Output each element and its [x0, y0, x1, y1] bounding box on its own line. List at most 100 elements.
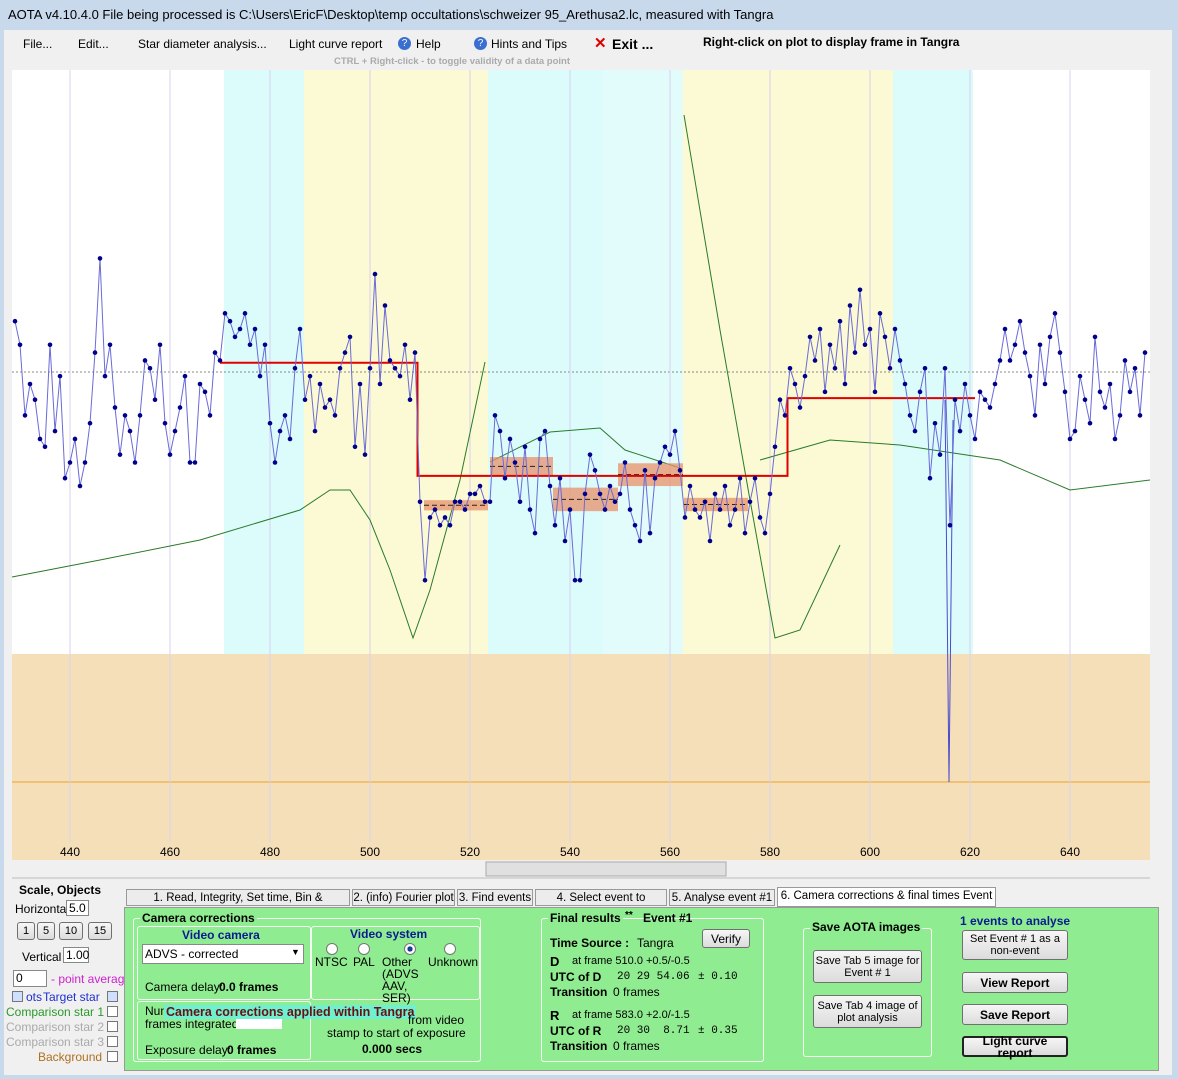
- menu-light-curve[interactable]: Light curve report: [289, 37, 383, 51]
- menu-edit[interactable]: Edit...: [78, 37, 109, 51]
- target-checkbox[interactable]: [107, 991, 118, 1002]
- final-title: Final results: [548, 911, 623, 925]
- comp1-checkbox[interactable]: [107, 1006, 118, 1017]
- data-point: [117, 452, 123, 457]
- data-point: [927, 475, 933, 481]
- data-point: [532, 530, 538, 536]
- non-event-button[interactable]: Set Event # 1 as a non-event: [962, 930, 1068, 960]
- vertical-input[interactable]: 1.00: [63, 947, 89, 963]
- data-point: [197, 381, 203, 387]
- data-point: [317, 381, 323, 387]
- tab[interactable]: 3. Find events: [457, 889, 533, 906]
- scale-button[interactable]: 15: [88, 922, 112, 940]
- camera-delay-value: 0.0 frames: [219, 980, 279, 994]
- data-point: [597, 491, 603, 497]
- radio[interactable]: [444, 943, 456, 955]
- data-point: [797, 405, 803, 410]
- data-point: [602, 507, 608, 512]
- data-point: [517, 499, 523, 505]
- background-checkbox[interactable]: [107, 1051, 118, 1062]
- menu-exit[interactable]: Exit ...: [612, 36, 654, 52]
- data-point: [502, 475, 508, 481]
- average-select[interactable]: 0: [13, 970, 47, 987]
- data-point: [747, 499, 753, 505]
- data-point: [537, 436, 543, 442]
- data-point: [667, 452, 673, 457]
- radio[interactable]: [358, 943, 370, 955]
- data-point: [562, 538, 568, 544]
- menu-star-diameter[interactable]: Star diameter analysis...: [138, 37, 267, 51]
- search-region-cyan: [488, 70, 603, 654]
- data-point: [327, 397, 333, 403]
- data-point: [897, 358, 903, 363]
- data-point: [1117, 413, 1123, 418]
- data-point: [922, 366, 928, 371]
- x-tick-label: 500: [360, 845, 380, 859]
- data-point: [57, 373, 63, 379]
- data-point: [187, 460, 193, 465]
- radio-selected[interactable]: [404, 943, 416, 955]
- radio[interactable]: [326, 943, 338, 955]
- tab[interactable]: 2. (info) Fourier plot: [352, 889, 455, 906]
- data-point: [1067, 436, 1073, 442]
- data-point: [37, 436, 43, 442]
- tab[interactable]: 4. Select event to analyse: [535, 889, 667, 921]
- horizontal-input[interactable]: 5.0: [66, 900, 89, 916]
- data-point: [832, 366, 838, 371]
- data-point: [572, 577, 578, 583]
- data-point: [772, 444, 778, 450]
- scale-button[interactable]: 1: [17, 922, 35, 940]
- dots-checkbox[interactable]: [12, 991, 23, 1002]
- data-point: [282, 413, 288, 418]
- save-tab5-button[interactable]: Save Tab 5 image for Event # 1: [813, 950, 922, 983]
- data-point: [422, 577, 428, 583]
- data-point: [577, 577, 583, 583]
- right-click-hint: Right-click on plot to display frame in …: [703, 35, 960, 49]
- tab[interactable]: 5. Analyse event #1: [669, 889, 775, 906]
- data-point: [297, 326, 303, 332]
- data-point: [47, 342, 53, 348]
- data-point: [847, 303, 853, 308]
- scale-button[interactable]: 10: [59, 922, 83, 940]
- save-report-button[interactable]: Save Report: [962, 1004, 1068, 1025]
- data-point: [162, 420, 168, 426]
- data-point: [712, 491, 718, 497]
- comp2-checkbox[interactable]: [107, 1021, 118, 1032]
- data-point: [1027, 373, 1033, 379]
- data-point: [632, 523, 638, 528]
- light-curve-report-button[interactable]: Light curve report: [962, 1035, 1068, 1059]
- pal-label: PAL: [353, 955, 375, 969]
- tab[interactable]: 1. Read, Integrity, Set time, Bin & norm…: [126, 889, 350, 921]
- scrollbar-thumb[interactable]: [485, 861, 727, 877]
- data-point: [277, 428, 283, 434]
- view-report-button[interactable]: View Report: [962, 972, 1068, 993]
- camera-select[interactable]: ADVS - corrected: [142, 944, 304, 964]
- data-point: [127, 428, 133, 434]
- x-tick-label: 440: [60, 845, 80, 859]
- search-region-yellow: [683, 70, 893, 654]
- data-point: [592, 468, 598, 473]
- data-point: [1142, 350, 1148, 355]
- data-point: [822, 389, 828, 395]
- tab-selected[interactable]: 6. Camera corrections & final times Even…: [777, 887, 996, 919]
- data-point: [372, 271, 378, 277]
- data-point: [587, 452, 593, 457]
- data-point: [642, 468, 648, 473]
- menu-hints[interactable]: Hints and Tips: [491, 37, 568, 51]
- x-tick-label: 640: [1060, 845, 1080, 859]
- utc-r-value: 20 30 8.71: [617, 1025, 690, 1037]
- correlation-curve: [683, 114, 841, 639]
- data-point: [207, 413, 213, 418]
- menu-help[interactable]: Help: [416, 37, 441, 51]
- data-point: [77, 483, 83, 489]
- exit-icon: ✕: [594, 35, 607, 52]
- d-frame: at frame 510.0 +0.5/-0.5: [572, 955, 690, 967]
- menu-file[interactable]: File...: [23, 37, 53, 51]
- comp3-checkbox[interactable]: [107, 1036, 118, 1047]
- verify-button[interactable]: Verify: [702, 929, 750, 948]
- data-point: [332, 413, 338, 418]
- save-tab4-button[interactable]: Save Tab 4 image of plot analysis: [813, 995, 922, 1028]
- light-curve-plot[interactable]: 440 460 480 500 520 540 560 580 600 620 640: [0, 0, 1178, 880]
- data-point: [92, 350, 98, 355]
- scale-button[interactable]: 5: [37, 922, 55, 940]
